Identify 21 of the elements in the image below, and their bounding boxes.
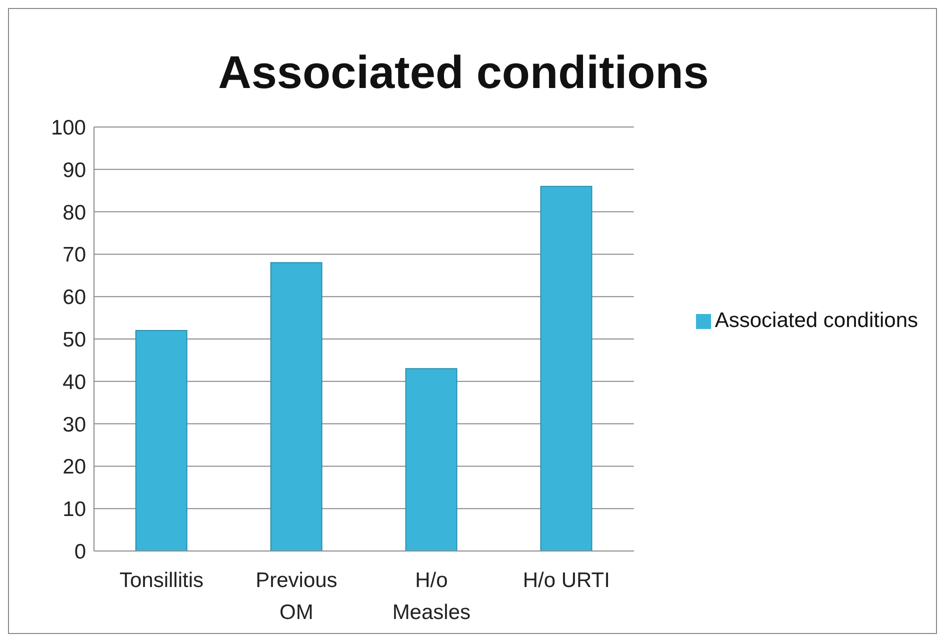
y-tick-label: 10 — [62, 498, 86, 522]
y-tick-label: 70 — [62, 244, 86, 267]
y-tick-label: 20 — [62, 456, 86, 479]
y-tick-label: 30 — [62, 413, 86, 436]
chart-title: Associated conditions — [217, 45, 710, 99]
y-tick-label: 40 — [62, 370, 86, 394]
y-tick-label: 60 — [62, 286, 86, 310]
x-tick-label: Tonsillitis — [119, 569, 204, 592]
y-tick-label: 50 — [62, 328, 86, 352]
x-tick-label: H/o URTI — [522, 569, 610, 592]
y-tick-label: 90 — [62, 158, 86, 182]
bar — [540, 186, 592, 551]
bar — [270, 262, 322, 551]
y-tick-label: 80 — [62, 201, 86, 224]
x-tick-label: H/o Measles — [392, 569, 471, 624]
legend-label: Associated conditions — [714, 309, 918, 332]
x-tick-label: Previous OM — [256, 569, 338, 624]
y-tick-label: 0 — [74, 540, 86, 564]
bar — [405, 368, 458, 551]
bar — [135, 330, 188, 551]
y-tick-label: 100 — [50, 116, 86, 140]
